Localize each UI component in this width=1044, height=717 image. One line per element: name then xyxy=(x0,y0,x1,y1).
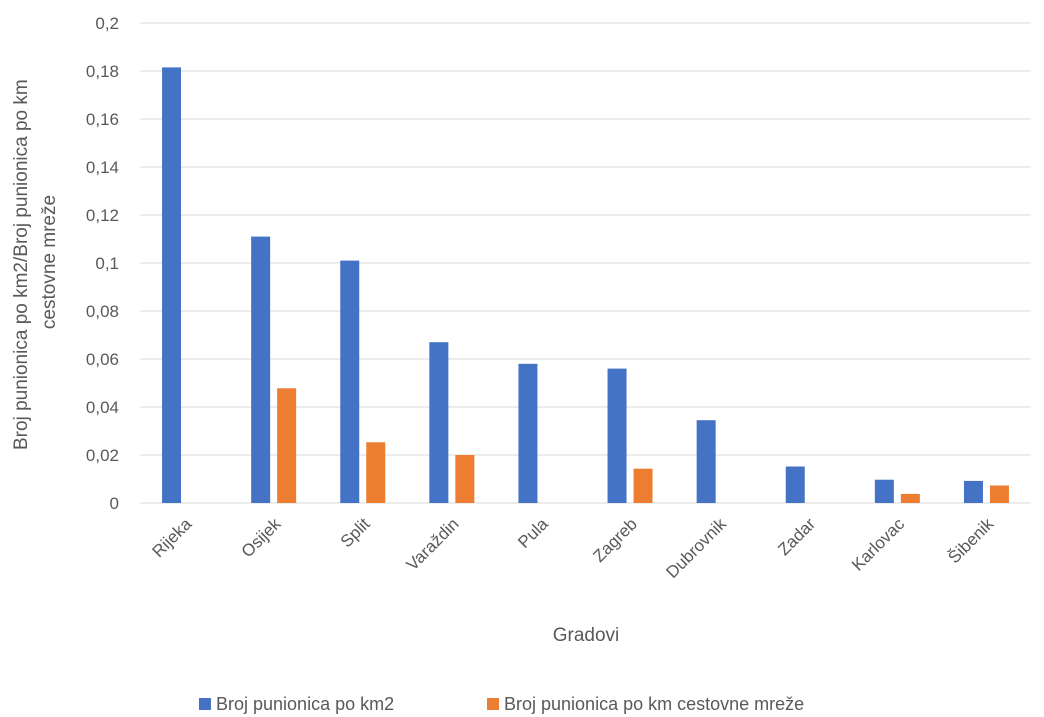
y-tick-label: 0,18 xyxy=(86,62,119,81)
x-tick-label: Varaždin xyxy=(403,514,463,574)
bar-series-2 xyxy=(900,493,920,503)
bar-series-1 xyxy=(518,363,538,503)
legend-swatch-series-1 xyxy=(199,698,211,710)
bars xyxy=(162,67,1009,504)
x-tick-label: Pula xyxy=(514,514,552,552)
bar-series-2 xyxy=(366,442,386,503)
y-tick-label: 0,06 xyxy=(86,350,119,369)
bar-series-2 xyxy=(455,455,475,503)
x-tick-label: Split xyxy=(337,514,374,551)
y-axis-title: Broj punionica po km2/Broj punionica po … xyxy=(11,74,60,450)
bar-series-2 xyxy=(277,388,297,503)
x-tick-label: Dubrovnik xyxy=(662,514,730,582)
bar-series-1 xyxy=(963,480,983,503)
x-tick-label: Zadar xyxy=(774,514,819,559)
bar-series-1 xyxy=(785,466,805,503)
y-tick-labels: 0 0,02 0,04 0,06 0,08 0,1 0,12 0,14 0,16 0,18 0,2 xyxy=(86,14,119,513)
x-tick-labels: Rijeka Osijek Split Varaždin Pula Zagreb Dubro… xyxy=(149,514,998,582)
x-axis-title: Gradovi xyxy=(553,625,620,646)
y-tick-label: 0,04 xyxy=(86,398,119,417)
legend-label-series-1: Broj punionica po km2 xyxy=(216,694,394,714)
legend-label-series-2: Broj punionica po km cestovne mreže xyxy=(504,694,804,714)
y-tick-label: 0 xyxy=(110,494,119,513)
bar-series-1 xyxy=(696,420,716,503)
legend-swatch-series-2 xyxy=(487,698,499,710)
gridlines xyxy=(140,22,1031,504)
bar-series-1 xyxy=(874,479,894,503)
bar-series-1 xyxy=(429,342,449,503)
bar-series-2 xyxy=(989,485,1009,503)
y-tick-label: 0,12 xyxy=(86,206,119,225)
legend: Broj punionica po km2 Broj punionica po … xyxy=(199,694,804,714)
x-tick-label: Rijeka xyxy=(149,514,196,561)
bar-series-2 xyxy=(633,468,653,503)
y-tick-label: 0,2 xyxy=(95,14,119,33)
bar-series-1 xyxy=(251,236,271,503)
y-tick-label: 0,16 xyxy=(86,110,119,129)
bar-series-1 xyxy=(607,368,627,503)
x-tick-label: Zagreb xyxy=(589,514,641,566)
y-axis-title-line-2: cestovne mreže xyxy=(39,195,60,329)
y-tick-label: 0,14 xyxy=(86,158,119,177)
x-tick-label: Karlovac xyxy=(848,514,909,575)
bar-series-1 xyxy=(162,67,182,504)
x-tick-label: Osijek xyxy=(238,514,285,561)
y-tick-label: 0,1 xyxy=(95,254,119,273)
y-tick-label: 0,02 xyxy=(86,446,119,465)
y-tick-label: 0,08 xyxy=(86,302,119,321)
bar-series-1 xyxy=(340,260,360,503)
x-tick-label: Šibenik xyxy=(944,514,997,567)
y-axis-title-line-1: Broj punionica po km2/Broj punionica po … xyxy=(11,79,32,450)
